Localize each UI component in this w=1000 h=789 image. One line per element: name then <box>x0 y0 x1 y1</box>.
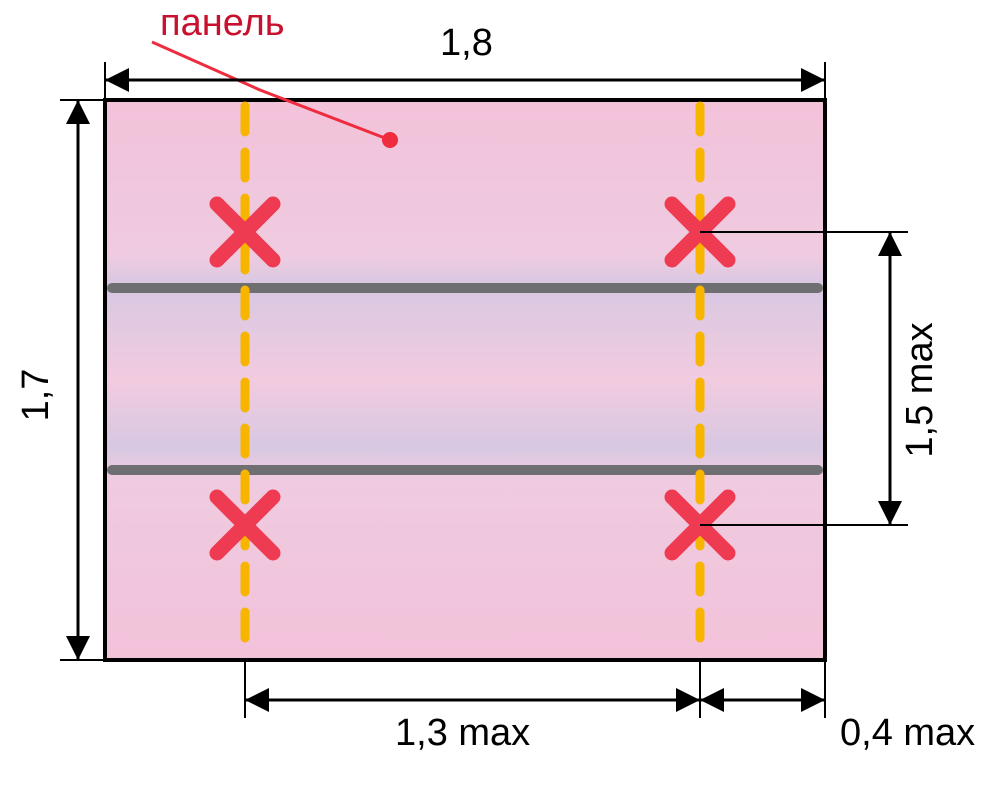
dim-left-height: 1,7 <box>15 100 105 660</box>
dim-top-width-label: 1,8 <box>440 22 493 64</box>
dim-bottom-mid: 1,3 max <box>245 660 700 754</box>
dim-bottom-right: 0,4 max <box>700 660 975 754</box>
dimension-diagram: панель 1,8 1,7 1,5 max <box>0 0 1000 789</box>
panel-body <box>105 100 825 660</box>
callout-label: панель <box>160 2 285 44</box>
dim-bottom-mid-label: 1,3 max <box>395 712 530 754</box>
dim-right-span-label: 1,5 max <box>899 322 941 457</box>
dim-left-height-label: 1,7 <box>15 369 57 422</box>
dim-bottom-right-label: 0,4 max <box>840 712 975 754</box>
